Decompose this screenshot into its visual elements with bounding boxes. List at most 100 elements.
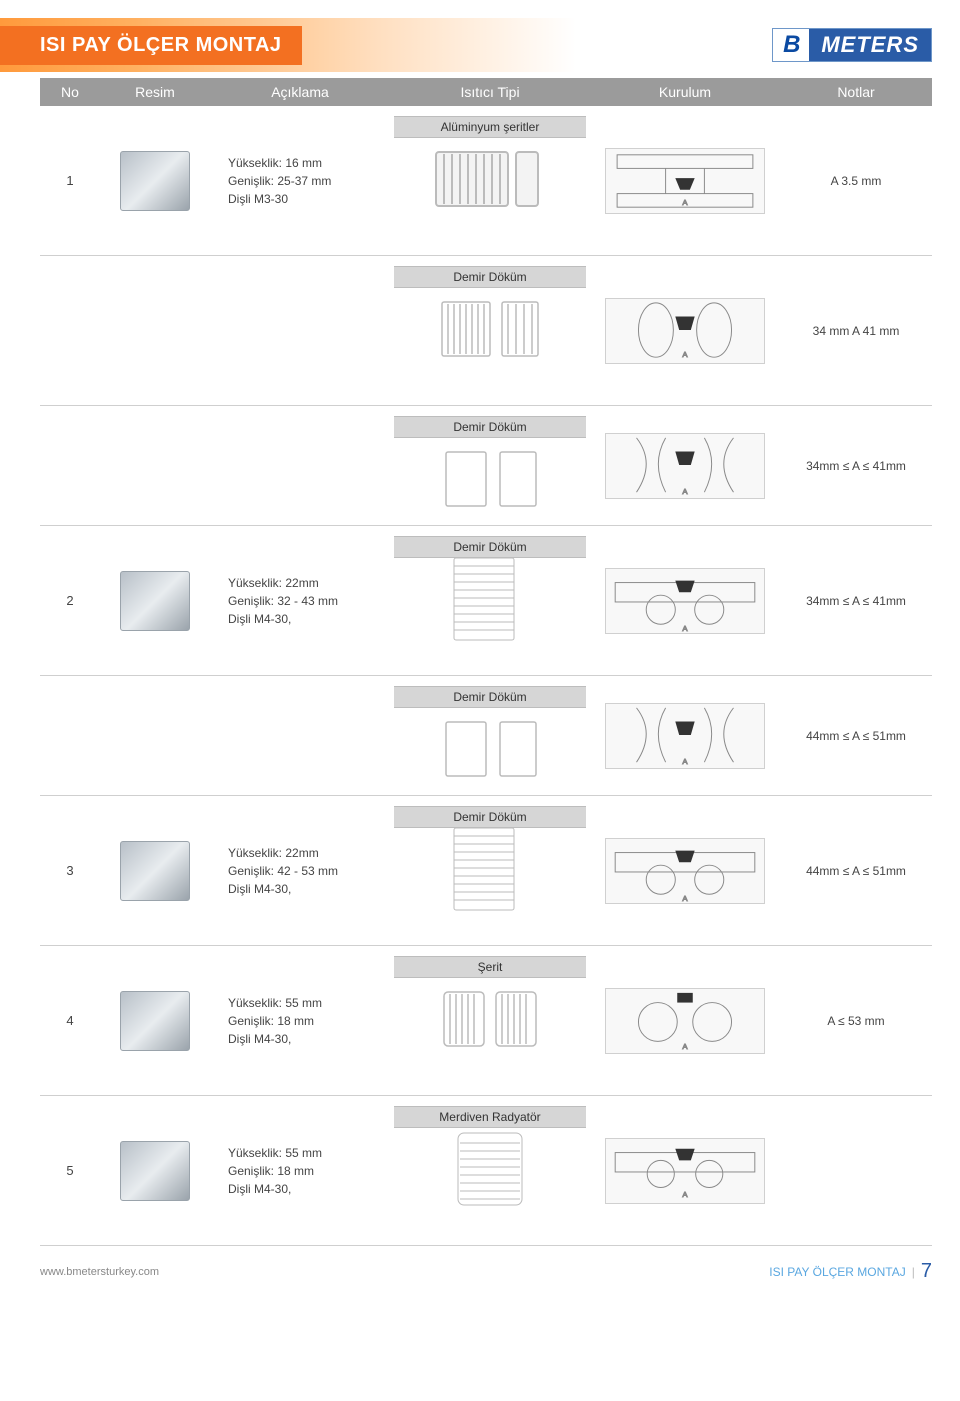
desc-line: Genişlik: 42 - 53 mm: [228, 862, 338, 880]
cell-no: [40, 256, 100, 405]
cell-no: [40, 406, 100, 525]
desc-line: Dişli M4-30,: [228, 1030, 291, 1048]
cell-install: A: [590, 406, 780, 525]
footer-url: www.bmetersturkey.com: [40, 1266, 159, 1278]
table-row: 4 Yükseklik: 55 mm Genişlik: 18 mm Dişli…: [40, 946, 932, 1096]
cell-notes: 34 mm A 41 mm: [780, 256, 932, 405]
cell-image: [100, 256, 210, 405]
content-area: No Resim Açıklama Isıtıcı Tipi Kurulum N…: [0, 78, 960, 1246]
cell-type: Merdiven Radyatör: [390, 1096, 590, 1245]
type-pill: Demir Döküm: [394, 686, 586, 708]
svg-text:A: A: [682, 198, 688, 207]
type-pill: Merdiven Radyatör: [394, 1106, 586, 1128]
cell-desc: Yükseklik: 55 mm Genişlik: 18 mm Dişli M…: [210, 1096, 390, 1245]
radiator-icon: [430, 714, 550, 784]
type-pill: Demir Döküm: [394, 266, 586, 288]
bracket-thumb: [120, 571, 190, 631]
cell-install: A: [590, 946, 780, 1095]
svg-text:A: A: [682, 350, 688, 359]
cell-no: [40, 676, 100, 795]
bracket-thumb: [120, 991, 190, 1051]
cell-type: Demir Döküm: [390, 676, 590, 795]
table-row: 5 Yükseklik: 55 mm Genişlik: 18 mm Dişli…: [40, 1096, 932, 1246]
radiator-icon: [430, 834, 550, 904]
cell-desc: Yükseklik: 55 mm Genişlik: 18 mm Dişli M…: [210, 946, 390, 1095]
cell-notes: 44mm ≤ A ≤ 51mm: [780, 796, 932, 945]
bracket-thumb: [120, 151, 190, 211]
desc-line: Yükseklik: 16 mm: [228, 154, 322, 172]
cell-image: [100, 1096, 210, 1245]
cell-type: Şerit: [390, 946, 590, 1095]
install-diagram: A: [605, 988, 765, 1054]
svg-text:A: A: [682, 894, 688, 903]
cell-notes: 34mm ≤ A ≤ 41mm: [780, 526, 932, 675]
svg-text:A: A: [682, 1190, 688, 1199]
radiator-icon: [430, 444, 550, 514]
table-row: 3 Yükseklik: 22mm Genişlik: 42 - 53 mm D…: [40, 796, 932, 946]
radiator-icon: [430, 984, 550, 1054]
svg-text:A: A: [682, 757, 688, 766]
cell-desc: Yükseklik: 22mm Genişlik: 32 - 43 mm Diş…: [210, 526, 390, 675]
svg-text:A: A: [682, 1042, 688, 1051]
cell-desc: Yükseklik: 22mm Genişlik: 42 - 53 mm Diş…: [210, 796, 390, 945]
cell-notes: A 3.5 mm: [780, 106, 932, 255]
svg-text:A: A: [682, 487, 688, 496]
radiator-icon: [430, 144, 550, 214]
desc-line: Dişli M3-30: [228, 190, 288, 208]
cell-install: A: [590, 796, 780, 945]
page-number: 7: [921, 1260, 932, 1283]
cell-type: Alüminyum şeritler: [390, 106, 590, 255]
col-header-notes: Notlar: [780, 84, 932, 100]
cell-install: A: [590, 256, 780, 405]
cell-image: [100, 526, 210, 675]
install-diagram: A: [605, 298, 765, 364]
cell-notes: [780, 1096, 932, 1245]
install-diagram: A: [605, 148, 765, 214]
desc-line: Genişlik: 25-37 mm: [228, 172, 331, 190]
cell-desc: [210, 676, 390, 795]
radiator-icon: [430, 294, 550, 364]
cell-image: [100, 796, 210, 945]
desc-line: Yükseklik: 55 mm: [228, 994, 322, 1012]
desc-line: Genişlik: 32 - 43 mm: [228, 592, 338, 610]
desc-line: Genişlik: 18 mm: [228, 1162, 314, 1180]
cell-no: 3: [40, 796, 100, 945]
bracket-thumb: [120, 841, 190, 901]
type-pill: Demir Döküm: [394, 416, 586, 438]
type-pill: Alüminyum şeritler: [394, 116, 586, 138]
cell-type: Demir Döküm: [390, 796, 590, 945]
desc-line: Yükseklik: 22mm: [228, 844, 319, 862]
desc-line: Yükseklik: 55 mm: [228, 1144, 322, 1162]
cell-install: A: [590, 526, 780, 675]
desc-line: Dişli M4-30,: [228, 880, 291, 898]
logo-b: B: [773, 29, 809, 61]
cell-desc: Yükseklik: 16 mm Genişlik: 25-37 mm Dişl…: [210, 106, 390, 255]
cell-type: Demir Döküm: [390, 406, 590, 525]
table-body: 1 Yükseklik: 16 mm Genişlik: 25-37 mm Di…: [40, 106, 932, 1246]
col-header-type: Isıtıcı Tipi: [390, 84, 590, 100]
page-title: ISI PAY ÖLÇER MONTAJ: [0, 26, 302, 65]
cell-notes: A ≤ 53 mm: [780, 946, 932, 1095]
footer-right: ISI PAY ÖLÇER MONTAJ | 7: [769, 1260, 932, 1283]
desc-line: Genişlik: 18 mm: [228, 1012, 314, 1030]
table-row: 1 Yükseklik: 16 mm Genişlik: 25-37 mm Di…: [40, 106, 932, 256]
cell-desc: [210, 256, 390, 405]
page-header: ISI PAY ÖLÇER MONTAJ B METERS: [0, 18, 960, 72]
table-row: Demir Döküm A: [40, 406, 932, 526]
brand-logo: B METERS: [772, 28, 932, 62]
footer-section-label: ISI PAY ÖLÇER MONTAJ: [769, 1265, 905, 1279]
col-header-inst: Kurulum: [590, 84, 780, 100]
cell-image: [100, 946, 210, 1095]
cell-install: A: [590, 676, 780, 795]
install-diagram: A: [605, 1138, 765, 1204]
cell-image: [100, 676, 210, 795]
cell-type: Demir Döküm: [390, 526, 590, 675]
cell-no: 5: [40, 1096, 100, 1245]
radiator-icon: [430, 1134, 550, 1204]
radiator-icon: [430, 564, 550, 634]
install-diagram: A: [605, 433, 765, 499]
page-footer: www.bmetersturkey.com ISI PAY ÖLÇER MONT…: [0, 1252, 960, 1297]
cell-image: [100, 406, 210, 525]
logo-meters: METERS: [809, 29, 931, 61]
type-pill: Şerit: [394, 956, 586, 978]
